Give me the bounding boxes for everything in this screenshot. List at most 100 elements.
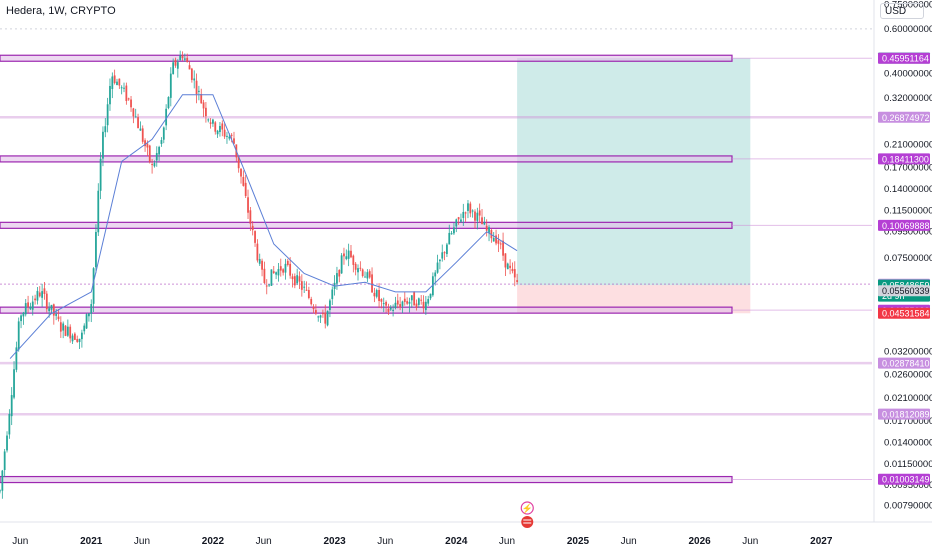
price-label-text: 0.02878410 [882,359,930,369]
candle-body [197,90,200,92]
candle-body [55,314,58,316]
candle-body [62,323,65,331]
candle-body [162,127,165,140]
candle-body [361,269,364,276]
price-label-text: 0.04531584 [882,309,930,319]
y-tick-label: 0.02100000 [884,393,932,404]
candle-body [256,243,259,261]
candle-body [233,138,235,144]
candle-body [34,298,36,301]
candle-body [326,310,329,326]
candle-body [277,269,280,276]
candle-body [20,315,22,322]
candle-body [144,140,146,147]
price-label [878,408,930,420]
candle-body [509,265,511,268]
candle-body [134,116,137,118]
lightning-event-icon [520,501,534,515]
x-tick-label: Jun [256,536,272,547]
candle-body [478,210,481,216]
level-zone [0,221,733,229]
x-tick-label: Jun [499,536,515,547]
candle-body [216,130,219,135]
candles [0,50,519,499]
us-flag-event-icon [521,516,534,528]
price-label [878,357,930,369]
candle-body [214,122,217,132]
candle-body [123,87,125,89]
candle-body [300,281,303,290]
candle-body [188,65,191,70]
candle-body [83,325,86,332]
price-label [878,285,930,297]
candle-body [251,225,254,231]
candle-body [443,252,446,254]
x-tick-label: 2025 [567,536,590,547]
candle-body [73,333,76,340]
candle-body [29,306,32,310]
moving-average-line [9,94,518,359]
candle-body [106,104,109,126]
candle-body [329,300,331,311]
price-label [878,153,930,165]
candle-body [422,301,425,309]
candle-body [148,145,151,162]
candle-body [378,289,380,302]
candle-body [324,312,327,324]
candle-body [195,80,198,95]
candle-body [76,339,79,342]
candle-body [354,263,357,270]
currency-button[interactable]: USD [880,3,924,19]
candle-body [174,59,177,66]
candle-body [298,276,301,282]
price-label-text: 0.01812089 [882,410,930,420]
candle-body [284,263,287,273]
candle-body [92,268,95,304]
candle-body [48,308,51,312]
candle-body [319,315,322,318]
candle-body [1,470,4,491]
candle-body [13,369,15,398]
candle-body [289,263,292,276]
candle-body [511,268,514,272]
candle-body [179,55,182,61]
y-tick-label: 0.01400000 [884,438,932,449]
candle-body [502,240,504,256]
candle-body [31,301,34,310]
candle-body [263,268,266,284]
candle-body [314,310,317,314]
price-label-text: 0.10069888 [882,221,930,231]
level-zone [0,306,733,314]
candle-body [190,68,193,80]
x-tick-label: 2022 [202,536,225,547]
candle-body [352,255,355,265]
y-tick-label: 0.21000000 [884,139,932,150]
candle-body [38,292,41,297]
candle-body [69,326,72,339]
price-label [878,473,930,485]
y-tick-label: 0.00790000 [884,500,932,511]
y-tick-label: 0.07500000 [884,253,932,264]
candle-body [242,176,245,186]
candle-body [471,210,474,212]
candle-body [80,332,83,340]
candle-body [504,253,507,268]
candle-body [155,153,158,161]
candle-body [268,284,270,286]
candle-body [424,301,427,311]
candle-body [258,259,261,264]
candle-body [282,269,285,273]
price-label [878,307,930,319]
candle-body [169,73,172,98]
candle-body [226,135,228,137]
candle-body [438,259,441,262]
candle-body [460,219,462,222]
candle-body [385,301,387,306]
level-zone [0,475,733,484]
candle-body [116,81,118,86]
candle-body [219,126,221,133]
candle-body [102,131,104,159]
candle-body [158,146,161,155]
candle-body [127,98,130,100]
